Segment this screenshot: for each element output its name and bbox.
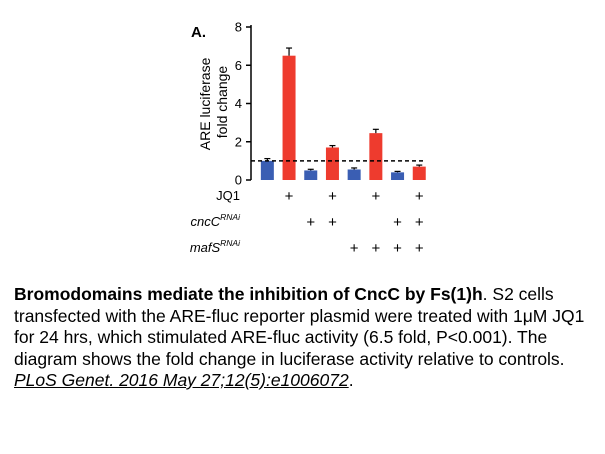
condition-label: mafSRNAi: [190, 238, 241, 255]
bar-chart: A. ARE luciferase fold change 0 2 4 6 8 JQ1 +…: [190, 20, 426, 257]
citation-end: .: [348, 370, 354, 390]
treatment-plus: +: [285, 188, 294, 205]
treatment-plus: +: [306, 214, 315, 231]
y-tick-label: 2: [235, 134, 242, 149]
treatment-plus: +: [371, 240, 380, 257]
bar: [347, 169, 361, 180]
panel-label: A.: [191, 24, 206, 41]
figure-caption: Bromodomains mediate the inhibition of C…: [14, 284, 599, 392]
treatment-plus: +: [393, 214, 402, 231]
bar: [260, 160, 274, 180]
treatment-plus: +: [393, 240, 402, 257]
bar: [325, 147, 339, 180]
treatment-plus: +: [415, 214, 424, 231]
y-tick-label: 4: [235, 96, 242, 111]
caption-title: Bromodomains mediate the inhibition of C…: [14, 284, 483, 304]
citation-link[interactable]: PLoS Genet. 2016 May 27;12(5):e1006072: [14, 370, 349, 390]
y-axis-label-line-2: fold change: [214, 66, 230, 139]
y-axis-label-line-1: ARE luciferase: [197, 57, 213, 150]
treatment-plus: +: [350, 240, 359, 257]
bar: [282, 55, 296, 180]
y-axis-label: ARE luciferase fold change: [197, 54, 230, 150]
treatment-plus: +: [415, 188, 424, 205]
caption-body: S2 cells transfected with the ARE-fluc r…: [14, 284, 585, 369]
bar: [369, 133, 383, 180]
treatment-plus: +: [415, 240, 424, 257]
treatment-plus: +: [371, 188, 380, 205]
caption-title-end: .: [482, 284, 488, 304]
y-tick-label: 8: [235, 20, 242, 35]
condition-label: cncCRNAi: [191, 212, 242, 229]
treatment-plus: +: [328, 188, 337, 205]
condition-label: JQ1: [216, 188, 240, 203]
bar: [391, 172, 405, 180]
bar: [412, 166, 426, 180]
y-tick-label: 6: [235, 58, 242, 73]
y-tick-label: 0: [235, 173, 242, 188]
treatment-plus: +: [328, 214, 337, 231]
bar: [304, 170, 318, 180]
